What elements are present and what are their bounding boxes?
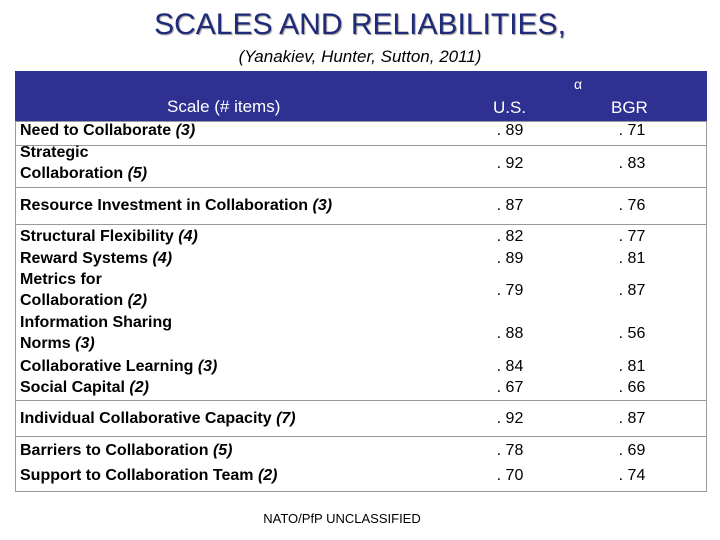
reliability-table [15,121,707,492]
table-row: Social Capital (2) [20,379,149,396]
bgr-value: . 81 [618,358,646,375]
bgr-value: . 77 [618,228,646,245]
us-value: . 89 [496,250,524,267]
us-value: . 78 [496,442,524,459]
row-divider [15,187,707,188]
alpha-label: α [574,76,583,92]
row-divider [15,224,707,225]
us-value: . 70 [496,467,524,484]
table-row: Structural Flexibility (4) [20,228,198,245]
us-value: . 92 [496,410,524,427]
table-row: Individual Collaborative Capacity (7) [20,410,296,427]
bgr-value: . 83 [618,155,646,172]
table-row: Resource Investment in Collaboration (3) [20,197,333,214]
table-row: Reward Systems (4) [20,250,173,267]
bgr-value: . 71 [618,122,646,139]
row-divider [15,145,707,146]
bgr-value: . 76 [618,197,646,214]
us-value: . 79 [496,282,524,299]
classification-footer: NATO/PfP UNCLASSIFIED [263,511,421,526]
bgr-value: . 66 [618,379,646,396]
table-row: Barriers to Collaboration (5) [20,442,233,459]
table-row: Information Sharing Norms (3) [20,314,172,352]
us-value: . 84 [496,358,524,375]
bgr-value: . 69 [618,442,646,459]
bgr-value: . 81 [618,250,646,267]
table-row: Support to Collaboration Team (2) [20,467,278,484]
us-value: . 82 [496,228,524,245]
table-row: Collaborative Learning (3) [20,358,218,375]
slide-title: SCALES AND RELIABILITIES, [154,8,566,41]
table-header: α Scale (# items) U.S. BGR [15,71,707,121]
scale-column-header: Scale (# items) [167,97,281,116]
us-value: . 89 [496,122,524,139]
us-value: . 87 [496,197,524,214]
bgr-column-header: BGR [611,98,648,117]
bgr-value: . 87 [618,410,646,427]
us-value: . 92 [496,155,524,172]
slide-subtitle: (Yanakiev, Hunter, Sutton, 2011) [238,47,482,66]
table-row: Strategic Collaboration (5) [20,144,148,182]
bgr-value: . 87 [618,282,646,299]
us-column-header: U.S. [493,98,527,117]
row-divider [15,400,707,401]
row-divider [15,436,707,437]
table-row: Metrics for Collaboration (2) [20,271,148,309]
us-value: . 88 [496,325,524,342]
us-value: . 67 [496,379,524,396]
bgr-value: . 74 [618,467,646,484]
bgr-value: . 56 [618,325,646,342]
table-row: Need to Collaborate (3) [20,122,196,139]
